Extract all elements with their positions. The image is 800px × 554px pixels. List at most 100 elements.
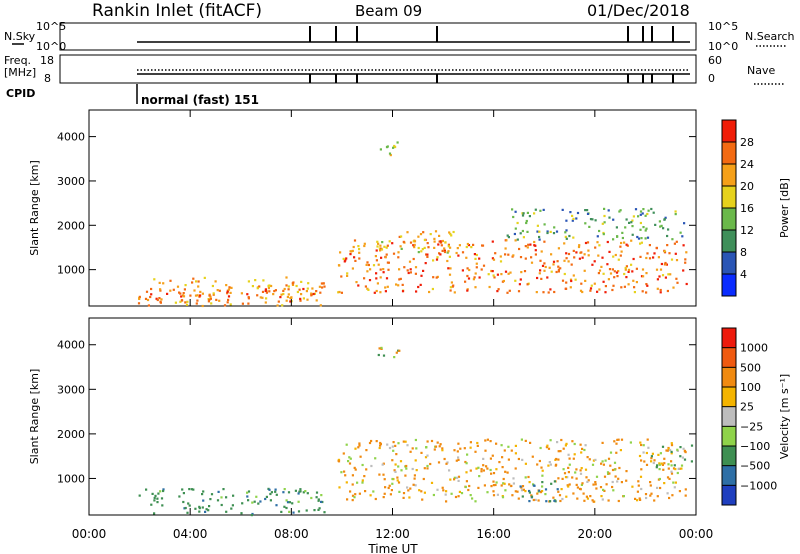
power-echo-cell xyxy=(378,247,381,250)
power-echo-cell xyxy=(466,274,469,278)
velocity-echo-cell xyxy=(652,461,655,465)
power-echo-cell xyxy=(169,279,172,282)
power-echo-cell xyxy=(186,300,189,303)
velocity-echo-cell xyxy=(458,490,461,493)
velocity-echo-cell xyxy=(430,439,434,443)
power-echo-cell xyxy=(555,230,559,233)
power-echo-cell xyxy=(322,282,325,285)
velocity-echo-cell xyxy=(549,463,552,466)
velocity-echo-cell xyxy=(503,482,506,485)
velocity-echo-cell xyxy=(188,504,191,507)
power-echo-cell xyxy=(519,232,522,235)
power-echo-cell xyxy=(636,235,639,239)
power-echo-cell xyxy=(150,287,153,291)
power-echo-cell xyxy=(267,287,270,290)
power-echo-cell xyxy=(659,225,662,228)
velocity-echo-cell xyxy=(378,347,381,350)
power-echo-cell xyxy=(251,285,254,288)
velocity-echo-cell xyxy=(154,494,157,497)
power-echo-cell xyxy=(647,209,650,212)
power-colorbar-tick-label: 28 xyxy=(740,136,754,149)
power-echo-cell xyxy=(254,279,257,282)
velocity-echo-cell xyxy=(524,439,527,442)
power-echo-cell xyxy=(298,288,301,291)
power-echo-cell xyxy=(162,282,165,285)
velocity-echo-cell xyxy=(297,500,300,503)
velocity-echo-cell xyxy=(534,498,537,501)
power-echo-cell xyxy=(664,216,667,219)
power-echo-cell xyxy=(399,245,402,248)
power-echo-cell xyxy=(602,272,605,275)
velocity-ytick-label: 2000 xyxy=(57,428,85,441)
velocity-echo-cell xyxy=(562,447,565,450)
power-echo-cell xyxy=(363,244,366,248)
power-colorbar-segment xyxy=(722,186,736,208)
velocity-echo-cell xyxy=(645,496,648,500)
power-echo-cell xyxy=(466,289,469,292)
power-echo-cell xyxy=(376,282,379,285)
power-echo-cell xyxy=(212,292,215,295)
velocity-echo-cell xyxy=(558,494,562,497)
velocity-echo-cell xyxy=(347,460,350,463)
velocity-echo-cell xyxy=(361,481,364,484)
velocity-echo-cell xyxy=(637,484,640,487)
power-echo-cell xyxy=(543,269,546,272)
velocity-echo-cell xyxy=(521,485,525,488)
velocity-echo-cell xyxy=(529,441,532,444)
power-echo-cell xyxy=(247,302,250,305)
power-echo-cell xyxy=(579,289,583,292)
power-echo-cell xyxy=(645,291,648,294)
power-echo-cell xyxy=(637,215,640,218)
power-echo-cell xyxy=(569,286,572,289)
velocity-echo-cell xyxy=(250,514,253,517)
power-echo-cell xyxy=(218,289,221,292)
power-echo-cell xyxy=(351,249,354,252)
power-colorbar-title: Power [dB] xyxy=(778,178,791,238)
power-echo-cell xyxy=(443,247,446,250)
velocity-echo-cell xyxy=(645,451,648,455)
power-echo-cell xyxy=(539,269,542,272)
power-echo-cell xyxy=(586,209,589,212)
velocity-colorbar-tick-label: 500 xyxy=(740,361,761,374)
power-echo-cell xyxy=(505,239,508,242)
velocity-echo-cell xyxy=(344,474,347,477)
noise-spikes xyxy=(309,26,674,42)
velocity-echo-cell xyxy=(420,451,423,454)
power-echo-cell xyxy=(642,208,645,211)
power-echo-cell xyxy=(465,256,468,259)
velocity-echo-cell xyxy=(653,459,656,462)
velocity-echo-cell xyxy=(492,484,495,487)
power-echo-cell xyxy=(591,263,594,266)
power-echo-cell xyxy=(546,276,549,279)
power-echo-cell xyxy=(631,270,634,273)
power-echo-cell xyxy=(494,252,497,255)
velocity-echo-cell xyxy=(357,446,360,449)
power-echo-cell xyxy=(381,241,384,244)
power-echo-cell xyxy=(295,284,298,288)
velocity-echo-cell xyxy=(457,458,460,461)
velocity-echo-cell xyxy=(268,488,271,491)
velocity-echo-cell xyxy=(587,479,590,482)
velocity-echo-cell xyxy=(507,458,510,461)
power-echo-cell xyxy=(593,260,596,263)
power-echo-cell xyxy=(516,221,519,225)
velocity-echo-cell xyxy=(549,439,552,442)
power-echo-cell xyxy=(637,237,641,240)
velocity-echo-cell xyxy=(649,484,652,487)
power-echo-cell xyxy=(210,302,213,305)
power-echo-cell xyxy=(544,265,547,269)
velocity-echo-cell xyxy=(151,492,154,495)
velocity-echo-cell xyxy=(247,499,250,502)
beam-label: Beam 09 xyxy=(355,2,422,20)
power-colorbar-segment xyxy=(722,252,736,274)
velocity-echo-cell xyxy=(287,491,291,494)
power-echo-cell xyxy=(264,289,267,292)
velocity-echo-cell xyxy=(566,476,569,479)
power-echo-cell xyxy=(285,299,288,302)
velocity-echo-cell xyxy=(517,497,520,500)
power-echo-cell xyxy=(184,301,187,304)
velocity-echo-cell xyxy=(201,493,204,496)
power-echo-cell xyxy=(315,290,318,293)
velocity-echo-cell xyxy=(370,439,373,443)
velocity-echo-cell xyxy=(280,510,283,513)
